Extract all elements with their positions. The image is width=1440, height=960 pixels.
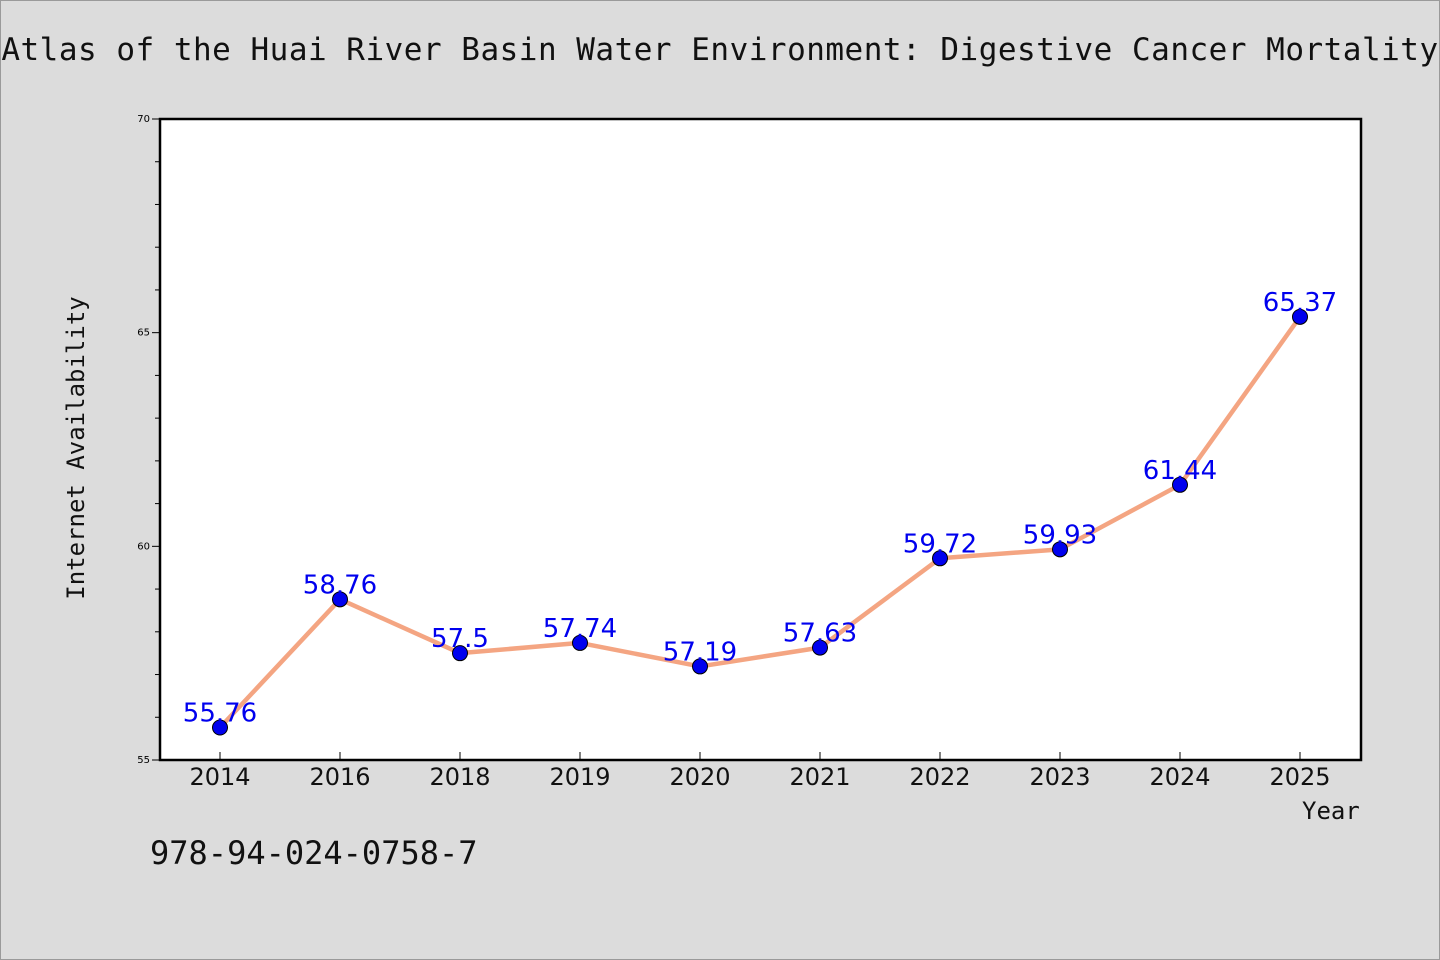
- data-point: [332, 591, 348, 608]
- y-tick-label: 65: [137, 328, 150, 339]
- x-tick-label: 2024: [1149, 763, 1210, 791]
- data-label: 65.37: [1263, 288, 1337, 318]
- data-point: [212, 719, 228, 736]
- isbn-text: 978-94-024-0758-7: [150, 834, 478, 872]
- data-label: 57.19: [663, 637, 737, 667]
- data-label: 59.72: [903, 529, 977, 559]
- x-tick-label: 2023: [1029, 763, 1090, 791]
- data-point: [812, 639, 828, 656]
- x-tick-label: 2025: [1269, 763, 1330, 791]
- data-label: 59.93: [1023, 520, 1097, 550]
- y-tick-label: 70: [137, 114, 150, 125]
- x-axis-label: Year: [1302, 797, 1360, 825]
- data-point: [1172, 476, 1188, 493]
- x-tick-label: 2018: [429, 763, 490, 791]
- x-tick-label: 2022: [909, 763, 970, 791]
- y-tick-label: 60: [137, 541, 150, 552]
- x-tick-label: 2014: [189, 763, 250, 791]
- data-label: 57.74: [543, 614, 617, 644]
- data-label: 61.44: [1143, 456, 1217, 486]
- data-label: 57.5: [431, 624, 489, 654]
- data-label: 55.76: [183, 699, 257, 729]
- y-tick-label: 55: [137, 755, 150, 766]
- data-point: [1052, 541, 1068, 558]
- chart-title: Atlas of the Huai River Basin Water Envi…: [1, 32, 1439, 68]
- x-tick-label: 2016: [309, 763, 370, 791]
- data-point: [1292, 308, 1308, 325]
- data-point: [572, 634, 588, 651]
- plot-area: [158, 117, 1363, 762]
- data-label: 57.63: [783, 619, 857, 649]
- data-point: [932, 550, 948, 567]
- data-point: [452, 645, 468, 662]
- data-point: [692, 658, 708, 675]
- x-tick-label: 2019: [549, 763, 610, 791]
- series-line: [217, 314, 1303, 730]
- y-axis-label: Internet Availability: [62, 296, 90, 600]
- data-label: 58.76: [303, 570, 377, 600]
- x-tick-label: 2020: [669, 763, 730, 791]
- x-tick-label: 2021: [789, 763, 850, 791]
